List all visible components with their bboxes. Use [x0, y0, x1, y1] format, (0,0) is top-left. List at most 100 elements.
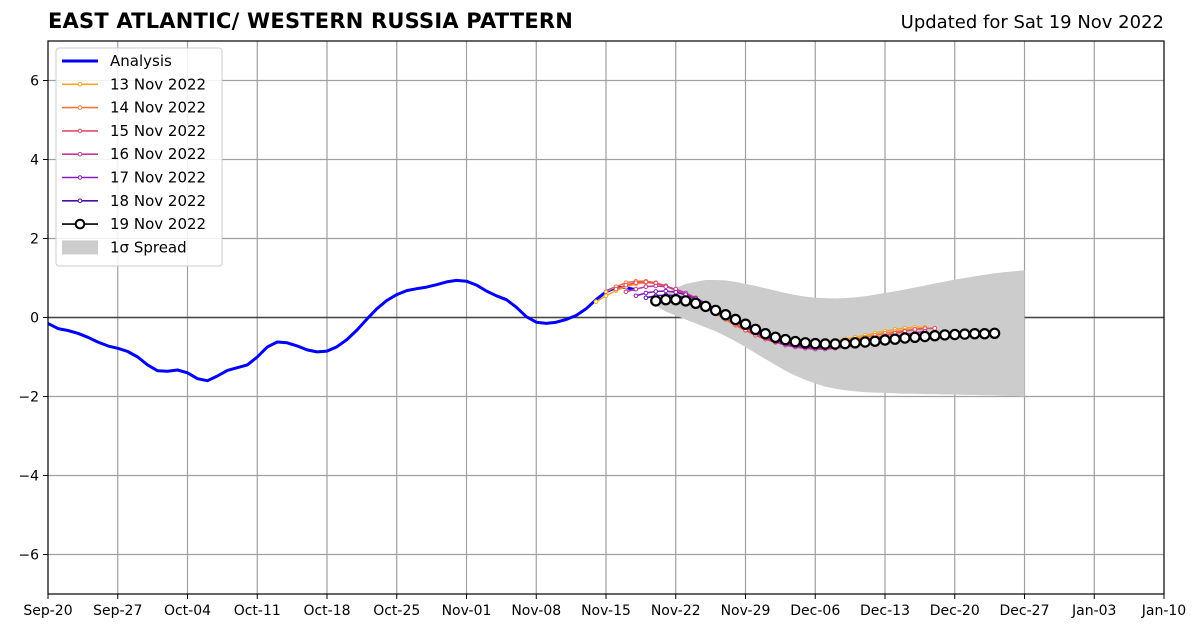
data-point: [819, 338, 831, 350]
legend-item: 13 Nov 2022: [62, 75, 206, 93]
data-point: [680, 295, 692, 307]
data-point: [789, 335, 802, 348]
data-point: [660, 294, 672, 306]
data-point: [969, 328, 981, 340]
forecast-layer: [593, 278, 1001, 352]
legend-swatch: [62, 240, 98, 255]
data-point: [919, 330, 931, 343]
x-tick-label: Jan-03: [1071, 603, 1116, 619]
data-point: [988, 327, 1001, 339]
legend-item: 14 Nov 2022: [62, 99, 206, 117]
legend-label: Analysis: [110, 52, 172, 70]
data-point: [978, 328, 991, 340]
plot-frame: [47, 40, 1165, 595]
legend-label: 13 Nov 2022: [110, 75, 206, 93]
x-tick-label: Dec-20: [930, 603, 980, 619]
data-point: [653, 289, 659, 294]
data-point: [729, 313, 742, 326]
data-point: [779, 333, 792, 346]
data-point: [839, 337, 851, 350]
legend-item: 1σ Spread: [62, 238, 187, 256]
data-point: [849, 337, 861, 349]
data-point: [959, 328, 971, 340]
data-point: [593, 299, 599, 305]
data-point: [663, 288, 669, 294]
data-point: [809, 337, 822, 350]
legend-box: [55, 47, 223, 267]
y-tick-label: −4: [18, 469, 39, 485]
y-tick-label: −6: [18, 548, 39, 564]
data-point: [859, 336, 871, 348]
x-tick-label: Oct-18: [303, 603, 350, 619]
data-point: [643, 290, 649, 296]
x-tick-label: Nov-01: [442, 603, 492, 619]
data-point: [653, 283, 659, 289]
data-point: [739, 318, 752, 330]
legend-item: Analysis: [62, 52, 172, 70]
legend-item: 15 Nov 2022: [62, 122, 206, 140]
legend-marker: [77, 105, 83, 110]
data-point: [613, 286, 619, 292]
legend-marker: [77, 198, 83, 204]
data-point: [603, 293, 609, 299]
data-point: [623, 289, 629, 295]
axis-layer: Sep-20 Sep-27 Oct-04 Oct-11 Oct-18 Oct-25 Nov-…: [18, 40, 1186, 619]
x-tick-label: Dec-27: [1000, 603, 1050, 619]
legend-item: 16 Nov 2022: [62, 145, 206, 163]
x-tick-label: Dec-06: [790, 603, 840, 619]
data-point: [829, 338, 841, 350]
x-tick-label: Sep-20: [23, 603, 72, 619]
analysis-layer: [47, 278, 637, 383]
legend-label: 15 Nov 2022: [110, 122, 206, 140]
x-tick-label: Jan-10: [1141, 603, 1186, 619]
data-point: [643, 295, 649, 301]
legend-label: 1σ Spread: [110, 238, 187, 256]
data-point: [889, 333, 901, 345]
y-tick-label: 6: [30, 74, 39, 90]
analysis-line: [47, 278, 637, 383]
spread-band: [655, 270, 1025, 397]
x-tick-label: Nov-08: [511, 603, 561, 619]
legend-label: 19 Nov 2022: [110, 215, 206, 233]
data-point: [799, 337, 812, 349]
y-tick-label: 0: [30, 311, 39, 327]
data-point: [949, 328, 961, 341]
data-point: [673, 289, 679, 295]
data-point: [869, 335, 881, 347]
data-point: [663, 284, 669, 290]
data-point: [603, 289, 609, 295]
data-point: [633, 293, 639, 299]
legend-item: 17 Nov 2022: [62, 169, 206, 187]
legend-marker: [77, 82, 83, 87]
data-point: [749, 323, 762, 336]
forecast-19-nov-2022-series: [650, 294, 1001, 350]
chart-updated-date: Updated for Sat 19 Nov 2022: [900, 12, 1164, 33]
chart-title: EAST ATLANTIC/ WESTERN RUSSIA PATTERN: [48, 9, 574, 33]
data-point: [769, 331, 782, 343]
data-point: [623, 282, 629, 288]
x-tick-label: Nov-22: [651, 603, 701, 619]
data-point: [643, 284, 649, 290]
data-point: [932, 325, 938, 331]
x-tick-label: Nov-15: [581, 603, 631, 619]
data-point: [879, 334, 891, 346]
data-point: [909, 331, 921, 343]
legend-item: 18 Nov 2022: [62, 192, 206, 210]
x-tick-label: Sep-27: [93, 603, 142, 619]
data-point: [929, 330, 941, 342]
data-point: [759, 328, 772, 340]
legend: Analysis 13 Nov 2022 14 Nov 2022 15 Nov 202…: [55, 47, 223, 267]
legend-item: 19 Nov 2022: [62, 215, 206, 233]
legend-marker: [77, 175, 83, 180]
data-point: [633, 286, 639, 292]
data-point: [650, 295, 662, 307]
data-point: [899, 332, 911, 344]
x-tick-label: Oct-11: [234, 603, 281, 619]
y-tick-label: 4: [30, 153, 39, 169]
legend-marker: [77, 151, 83, 157]
y-tick-label: 2: [30, 232, 39, 248]
spread-layer: [655, 270, 1025, 397]
x-tick-label: Dec-13: [860, 603, 910, 619]
legend-label: 18 Nov 2022: [110, 192, 206, 210]
